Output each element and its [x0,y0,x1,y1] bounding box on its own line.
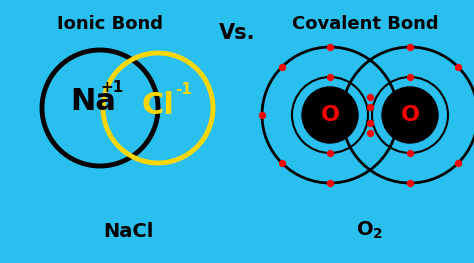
Text: Na: Na [70,87,116,115]
Text: -1: -1 [175,82,192,97]
Point [366,121,374,125]
Point [326,45,334,49]
Text: NaCl: NaCl [103,222,153,241]
Text: $\mathbf{O_2}$: $\mathbf{O_2}$ [356,220,383,241]
Point [326,151,334,155]
Point [278,161,286,165]
Point [366,105,374,109]
Point [366,95,374,99]
Text: O: O [401,105,419,125]
Text: Cl: Cl [142,90,174,119]
Point [278,65,286,69]
Point [406,75,414,79]
Text: Vs.: Vs. [219,23,255,43]
Point [454,161,462,165]
Text: O: O [320,105,339,125]
Text: Ionic Bond: Ionic Bond [57,15,163,33]
Point [258,113,266,117]
Text: +1: +1 [100,80,124,95]
Point [406,45,414,49]
Point [454,65,462,69]
Text: Covalent Bond: Covalent Bond [292,15,438,33]
Point [406,151,414,155]
Circle shape [302,87,358,143]
Point [406,181,414,185]
Point [366,131,374,135]
Circle shape [382,87,438,143]
Point [326,75,334,79]
Point [326,181,334,185]
